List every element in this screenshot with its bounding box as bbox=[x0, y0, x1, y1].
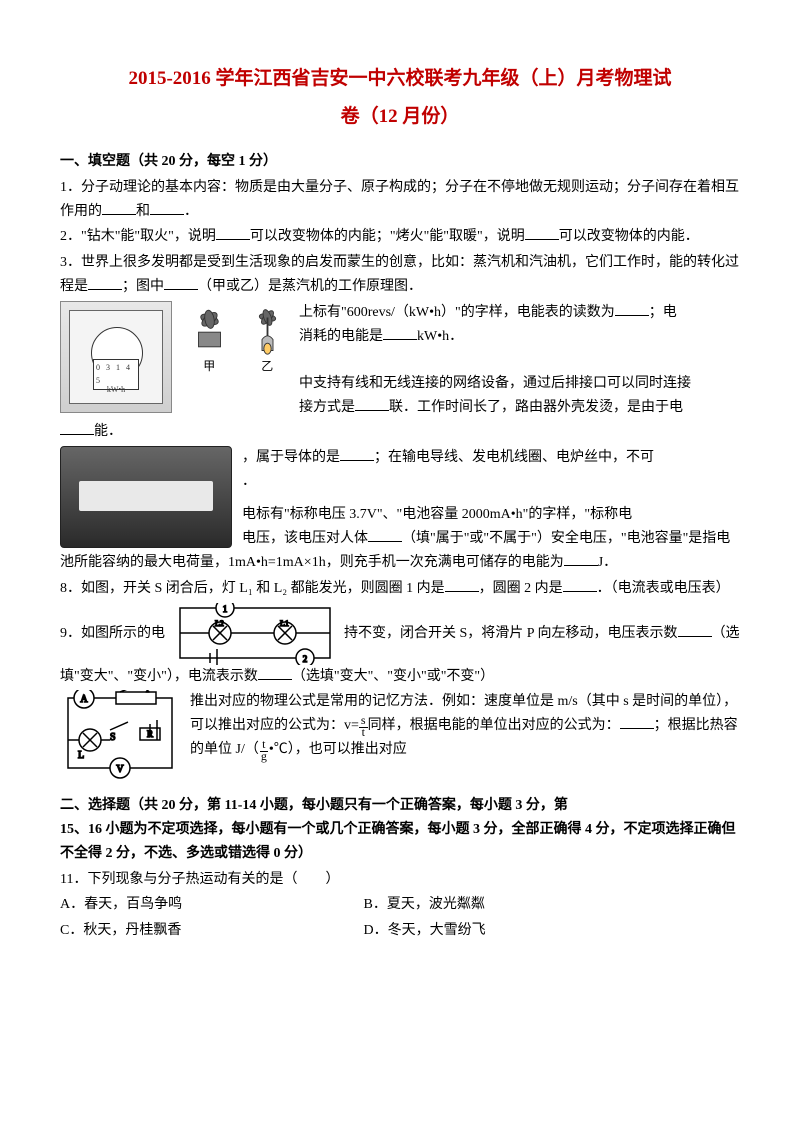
meter-unit: kW•h bbox=[107, 383, 125, 397]
question-6-7: ，属于导体的是 ；在输电导线、发电机线圈、电炉丝中，不可 ． 电标有"标称电压 3… bbox=[60, 446, 740, 575]
q7-text-d: J． bbox=[598, 555, 617, 570]
blank bbox=[615, 301, 649, 316]
q11-stem: 11．下列现象与分子热运动有关的是（ ） bbox=[60, 872, 339, 887]
q2-text-b: 可以改变物体的内能；"烤火"能"取暖"，说明 bbox=[250, 229, 525, 244]
q5-text-b: 接方式是 bbox=[299, 400, 355, 415]
blank bbox=[620, 714, 654, 729]
blank bbox=[383, 325, 417, 340]
q11-option-d: D．冬天，大雪纷飞 bbox=[364, 918, 664, 945]
blank bbox=[258, 665, 292, 680]
page-title: 2015-2016 学年江西省吉安一中六校联考九年级（上）月考物理试 卷（12 … bbox=[60, 60, 740, 136]
svg-text:P: P bbox=[146, 690, 151, 694]
q9-text-b: 持不变，闭合开关 S，将滑片 P 向左移动，电压表示数 bbox=[344, 626, 678, 641]
q10-text-c: 出对应的公式为： bbox=[508, 718, 620, 733]
blank bbox=[88, 275, 122, 290]
title-line-1: 2015-2016 学年江西省吉安一中六校联考九年级（上）月考物理试 bbox=[60, 60, 740, 98]
svg-text:V: V bbox=[116, 764, 124, 775]
question-10: A P L S R V 推出对应的物理公式是常用的记忆方法．例如：速度单位是 m… bbox=[60, 690, 740, 780]
q4-text-d: kW•h． bbox=[417, 329, 463, 344]
q7-text-b: 电压，该电压对人体 bbox=[242, 531, 368, 546]
blank bbox=[216, 225, 250, 240]
q5-text-d: 能． bbox=[94, 424, 122, 439]
q2-text-a: 2．"钻木"能"取火"，说明 bbox=[60, 229, 216, 244]
svg-text:2: 2 bbox=[302, 654, 307, 664]
svg-text:L: L bbox=[78, 750, 84, 761]
q6-text-b: ；在输电导线、发电机线圈、电炉丝中，不可 bbox=[374, 450, 654, 465]
blank bbox=[60, 420, 94, 435]
q9-text-a: 9．如图所示的电 bbox=[60, 626, 165, 641]
q9-text-e: （选填"变大"、"变小"或"不变"） bbox=[292, 669, 494, 684]
q11-option-a: A．春天，百鸟争鸣 bbox=[60, 892, 360, 919]
section-2a: 二、选择题（共 20 分，第 11-14 小题，每小题只有一个正确答案，每小题 … bbox=[60, 798, 568, 813]
q3-text-b: ；图中 bbox=[122, 279, 164, 294]
q6-text-c: ． bbox=[242, 474, 256, 489]
blank bbox=[102, 200, 136, 215]
circuit-figure-2: A P L S R V bbox=[60, 690, 180, 780]
section-2-header: 二、选择题（共 20 分，第 11-14 小题，每小题只有一个正确答案，每小题 … bbox=[60, 794, 740, 865]
q10-text-b: 同样，根据电能的单位 bbox=[368, 718, 508, 733]
question-3: 3．世界上很多发明都是受到生活现象的启发而蒙生的创意，比如：蒸汽机和汽油机，它们… bbox=[60, 251, 740, 299]
fraction-2: tg bbox=[259, 738, 269, 762]
svg-text:L1: L1 bbox=[280, 619, 289, 628]
q6-text-a: ，属于导体的是 bbox=[242, 450, 340, 465]
q8-text-a: 8．如图，开关 S 闭合后，灯 L₁ 和 L₂ 都能发光，则圆圈 1 内是 bbox=[60, 581, 445, 596]
blank bbox=[368, 527, 402, 542]
blank bbox=[340, 446, 374, 461]
svg-text:1: 1 bbox=[222, 604, 227, 614]
q2-text-c: 可以改变物体的内能． bbox=[559, 229, 699, 244]
q10-text-e: •℃），也可以推出对应 bbox=[269, 742, 407, 757]
question-11: 11．下列现象与分子热运动有关的是（ ） A．春天，百鸟争鸣 B．夏天，波光粼粼… bbox=[60, 868, 740, 945]
q11-option-b: B．夏天，波光粼粼 bbox=[364, 892, 664, 919]
fan-figure-b bbox=[240, 301, 295, 356]
electric-meter-figure: 0 3 1 4 5 kW•h bbox=[60, 301, 172, 413]
q3-text-c: （甲或乙）是蒸汽机的工作原理图． bbox=[198, 279, 422, 294]
blank bbox=[150, 200, 184, 215]
title-line-2: 卷（12 月份） bbox=[60, 98, 740, 136]
svg-text:L2: L2 bbox=[215, 619, 224, 628]
q5-text-a: 中支持有线和无线连接的网络设备，通过后排接口可以同时连接 bbox=[299, 376, 691, 391]
section-2b: 15、16 小题为不定项选择，每小题有一个或几个正确答案，每小题 3 分，全部正… bbox=[60, 822, 736, 861]
router-figure bbox=[60, 446, 232, 548]
question-8: 8．如图，开关 S 闭合后，灯 L₁ 和 L₂ 都能发光，则圆圈 1 内是 ，圆圈… bbox=[60, 577, 740, 601]
blank bbox=[678, 622, 712, 637]
blank bbox=[563, 577, 597, 592]
q9-text-d: ），电流表示数 bbox=[167, 669, 258, 684]
q1-text-c: ． bbox=[184, 204, 198, 219]
q1-text-b: 和 bbox=[136, 204, 150, 219]
q4-text-c: 消耗的电能是 bbox=[299, 329, 383, 344]
q8-text-b: ，圆圈 2 内是 bbox=[479, 581, 563, 596]
question-4: 0 3 1 4 5 kW•h bbox=[60, 301, 740, 444]
blank bbox=[164, 275, 198, 290]
fan-label-b: 乙 bbox=[240, 356, 295, 376]
q5-text-c: 联．工作时间长了，路由器外壳发烫，是由于电 bbox=[389, 400, 683, 415]
q4-text-a: 上标有"600revs/（kW•h）"的字样，电能表的读数为 bbox=[299, 305, 615, 320]
blank bbox=[445, 577, 479, 592]
question-2: 2．"钻木"能"取火"，说明 可以改变物体的内能；"烤火"能"取暖"，说明 可以改变… bbox=[60, 225, 740, 249]
circuit-figure-1: 1 L2 L1 2 bbox=[175, 603, 335, 665]
section-1-header: 一、填空题（共 20 分，每空 1 分） bbox=[60, 150, 740, 174]
fraction-1: st bbox=[359, 714, 368, 738]
q11-option-c: C．秋天，丹桂飘香 bbox=[60, 918, 360, 945]
blank bbox=[355, 396, 389, 411]
q4-text-b: ；电 bbox=[649, 305, 677, 320]
question-9: 9．如图所示的电 1 L2 L1 2 持不变，闭合开关 S，将滑片 P 向左移动… bbox=[60, 603, 740, 689]
svg-text:S: S bbox=[110, 732, 116, 743]
blank bbox=[564, 551, 598, 566]
question-1: 1．分子动理论的基本内容：物质是由大量分子、原子构成的；分子在不停地做无规则运动… bbox=[60, 176, 740, 224]
q7-text-a: 电标有"标称电压 3.7V"、"电池容量 2000mA•h"的字样，"标称电 bbox=[242, 507, 632, 522]
svg-text:A: A bbox=[80, 694, 88, 705]
fan-label-a: 甲 bbox=[182, 356, 237, 376]
q8-text-c: ．（电流表或电压表） bbox=[597, 581, 730, 596]
fan-figure-a bbox=[182, 301, 237, 356]
blank bbox=[525, 225, 559, 240]
